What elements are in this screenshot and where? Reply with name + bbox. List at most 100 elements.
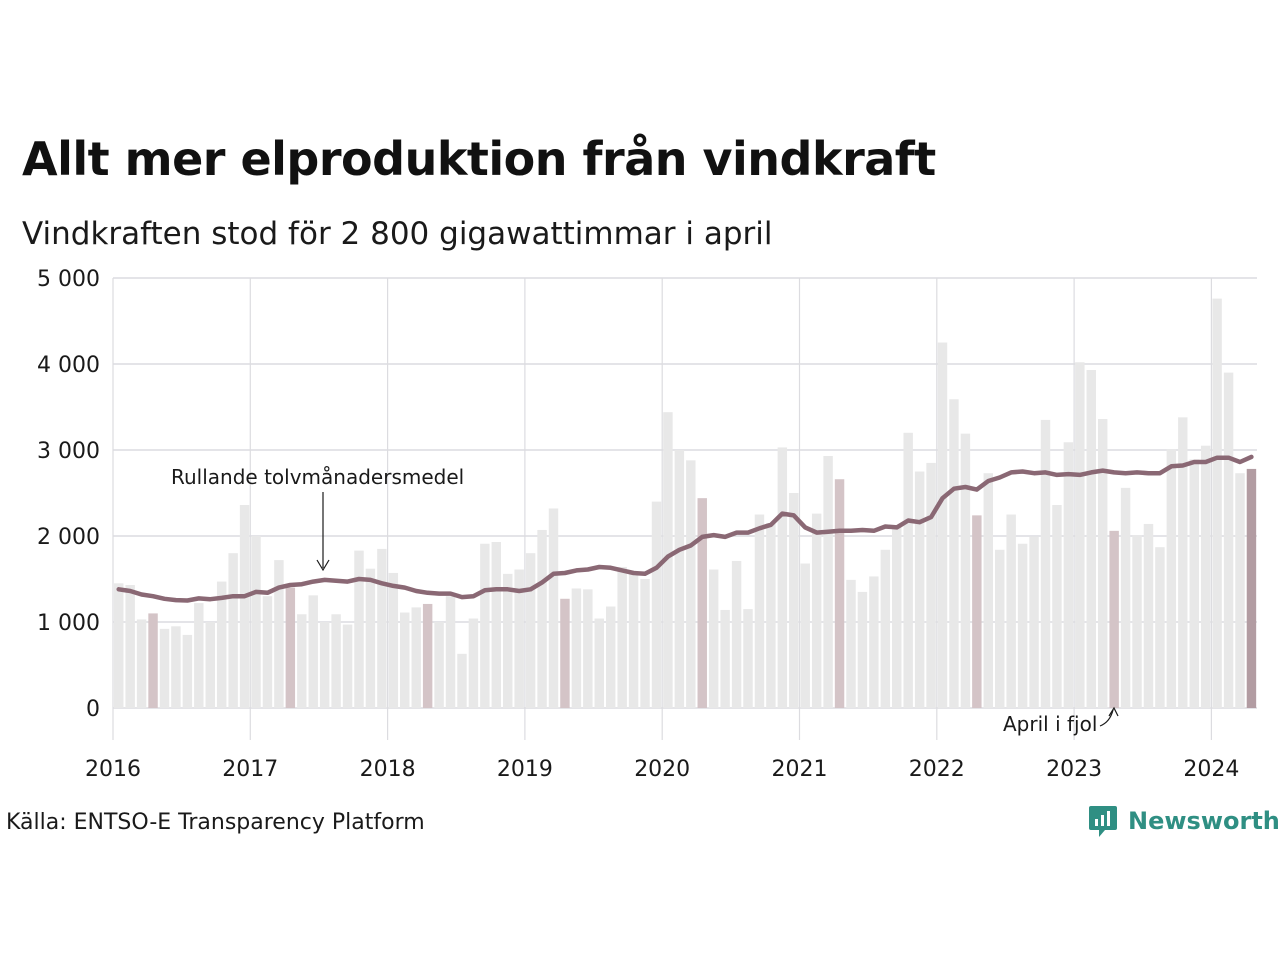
bar [365, 568, 376, 708]
bar [331, 614, 341, 708]
bar [651, 501, 662, 708]
bar [388, 572, 399, 708]
bar [1246, 468, 1257, 708]
bar [571, 588, 582, 708]
bar [903, 432, 913, 708]
bar [354, 550, 364, 708]
x-tick-label: 2018 [360, 757, 416, 782]
bar [1212, 298, 1222, 708]
bar [972, 515, 982, 708]
x-tick-label: 2024 [1183, 757, 1239, 782]
bar [171, 626, 181, 708]
bar [720, 609, 730, 708]
bar [983, 473, 994, 708]
bar [594, 618, 604, 708]
bar [869, 576, 879, 708]
bar [1189, 459, 1199, 708]
bar [892, 525, 902, 708]
bar [503, 573, 513, 708]
bar [914, 471, 925, 708]
bar [628, 572, 639, 708]
chart-subtitle: Vindkraften stod för 2 800 gigawattimmar… [22, 216, 773, 252]
x-tick-label: 2016 [85, 757, 141, 782]
bar [697, 498, 707, 708]
bar [731, 560, 742, 708]
x-tick-label: 2022 [909, 757, 965, 782]
y-tick-label: 0 [86, 697, 100, 722]
bar [617, 566, 627, 708]
x-axis-ticks: 2016 2017 2018 2019 2020 2021 2022 2023 2024 [85, 757, 1239, 782]
bar [1086, 370, 1096, 708]
bar [1029, 536, 1039, 708]
bar [834, 479, 845, 708]
bar [880, 549, 891, 708]
bar [400, 612, 410, 708]
y-tick-label: 1 000 [37, 611, 100, 636]
bar [159, 628, 170, 708]
bar [342, 624, 353, 708]
y-tick-label: 2 000 [37, 525, 100, 550]
bar [789, 493, 799, 708]
bar [857, 591, 868, 708]
bar [239, 505, 250, 708]
bar [995, 549, 1005, 708]
bar [960, 433, 971, 708]
bar [708, 569, 719, 708]
bar [1063, 442, 1074, 708]
newsworthy-logo-icon [1089, 806, 1117, 837]
bar [777, 447, 788, 708]
bar [136, 619, 147, 708]
bar [228, 553, 238, 708]
bar [457, 653, 467, 708]
bar-series [114, 298, 1257, 708]
bar [1223, 372, 1234, 708]
x-gridlines [112, 278, 1213, 740]
bar [468, 618, 479, 708]
bar [949, 399, 959, 708]
bar [297, 614, 307, 708]
bar [480, 543, 490, 708]
bar [114, 583, 124, 708]
brand-name: Newsworthy [1128, 807, 1280, 835]
brand-logo: Newsworthy [1088, 804, 1280, 838]
bar [674, 450, 685, 708]
bar [434, 622, 444, 708]
chart-title: Allt mer elproduktion från vindkraft [22, 132, 936, 186]
y-gridlines [113, 277, 1257, 709]
annotation-curved-arrow-head [1108, 706, 1119, 717]
bar [1155, 547, 1165, 708]
bar [1040, 419, 1051, 708]
source-note: Källa: ENTSO-E Transparency Platform [6, 810, 425, 835]
bar [251, 536, 261, 708]
bar [640, 579, 650, 708]
bar [1017, 543, 1028, 708]
bar [125, 585, 135, 708]
bar [422, 603, 433, 708]
bar [148, 613, 158, 708]
bar [846, 579, 856, 708]
bar [1006, 514, 1016, 708]
y-tick-label: 5 000 [37, 267, 100, 292]
bar [743, 609, 753, 708]
y-tick-label: 4 000 [37, 353, 100, 378]
bar [926, 462, 936, 708]
bar [491, 542, 502, 708]
x-tick-label: 2020 [634, 757, 690, 782]
bar [1097, 419, 1108, 708]
annotation-april-last-year-label: April i fjol [1003, 712, 1097, 736]
bar [937, 342, 948, 708]
bar [1109, 530, 1119, 708]
bar [686, 460, 696, 708]
bar [537, 529, 547, 708]
bar [319, 622, 330, 708]
bar [285, 587, 296, 708]
bar [525, 553, 536, 708]
bar [1132, 535, 1142, 708]
bar [514, 569, 524, 708]
x-tick-label: 2017 [222, 757, 278, 782]
bar [445, 596, 456, 708]
bar [182, 634, 193, 708]
bar [205, 622, 215, 708]
bar [194, 603, 204, 708]
